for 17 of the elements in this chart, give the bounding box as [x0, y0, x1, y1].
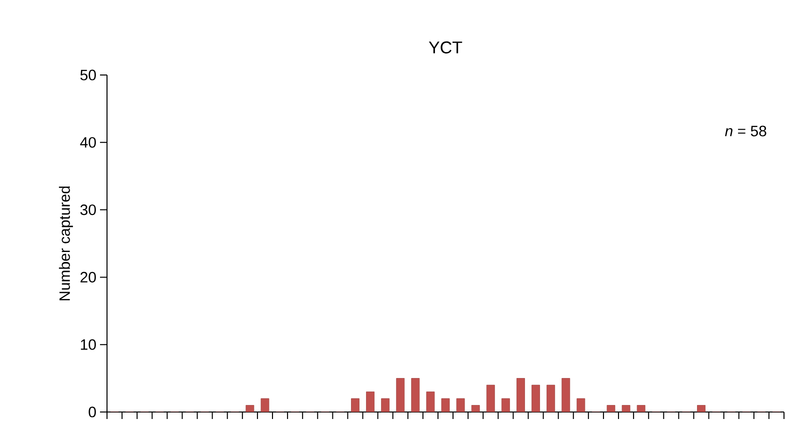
y-tick-label: 40: [80, 137, 96, 148]
bar: [516, 378, 525, 412]
chart-title: YCT: [428, 41, 462, 54]
annotation: n = 58: [725, 126, 766, 136]
y-tick-label: 50: [80, 70, 96, 80]
bar: [562, 378, 570, 412]
y-tick-label: 20: [80, 272, 96, 282]
bar: [411, 378, 420, 412]
bar: [546, 384, 556, 412]
y-tick-label: 30: [80, 204, 96, 216]
bar: [532, 384, 540, 412]
y-tick-label: 0: [88, 406, 96, 418]
y-axis-title: Number captured: [58, 186, 73, 300]
bar: [396, 378, 405, 412]
y-tick-label: 10: [80, 339, 96, 350]
bar: [366, 392, 374, 412]
bar: [486, 384, 495, 412]
